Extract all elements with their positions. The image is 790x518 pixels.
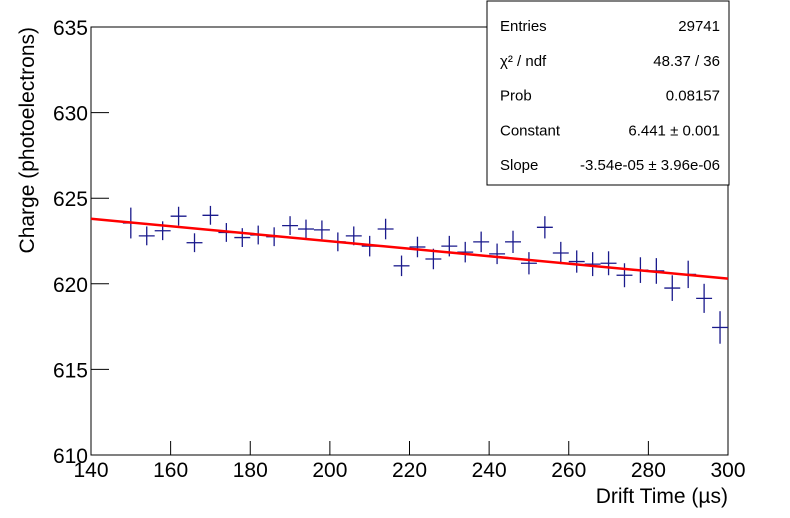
data-point bbox=[377, 218, 394, 240]
data-point bbox=[584, 252, 601, 277]
x-tick-label: 200 bbox=[312, 459, 347, 482]
data-point bbox=[536, 216, 553, 239]
data-point bbox=[393, 255, 410, 277]
data-point bbox=[457, 241, 474, 263]
x-tick-label: 240 bbox=[472, 459, 507, 482]
x-tick-label: 280 bbox=[631, 459, 666, 482]
stat-value: 6.441 ± 0.001 bbox=[628, 122, 720, 139]
stat-label: χ² / ndf bbox=[500, 53, 547, 70]
data-point bbox=[664, 275, 681, 301]
data-point bbox=[616, 263, 633, 288]
data-point bbox=[568, 250, 585, 273]
fit-line bbox=[90, 217, 729, 280]
data-point bbox=[282, 216, 299, 236]
y-tick-label: 635 bbox=[53, 17, 88, 40]
x-tick-label: 220 bbox=[392, 459, 427, 482]
stats-box bbox=[486, 0, 730, 186]
data-point bbox=[202, 205, 219, 225]
data-point bbox=[473, 231, 490, 253]
stat-value: -3.54e-05 ± 3.96e-06 bbox=[580, 157, 720, 174]
data-point bbox=[489, 243, 506, 265]
y-tick-label: 620 bbox=[53, 274, 88, 297]
x-tick-label: 260 bbox=[551, 459, 586, 482]
data-point bbox=[170, 206, 187, 226]
y-tick-label: 615 bbox=[53, 359, 88, 382]
x-tick-label: 300 bbox=[710, 459, 745, 482]
data-point bbox=[552, 241, 569, 265]
x-tick-label: 140 bbox=[73, 459, 108, 482]
x-axis-title: Drift Time (µs) bbox=[596, 485, 728, 508]
stat-value: 29741 bbox=[678, 18, 720, 35]
data-point bbox=[313, 220, 330, 240]
stat-value: 48.37 / 36 bbox=[653, 53, 720, 70]
stat-label: Constant bbox=[500, 122, 561, 139]
stat-label: Entries bbox=[500, 18, 547, 35]
data-point bbox=[696, 283, 713, 313]
data-point bbox=[505, 230, 521, 253]
data-point bbox=[234, 228, 251, 247]
data-point bbox=[600, 251, 617, 276]
data-point bbox=[138, 226, 155, 246]
x-tick-label: 180 bbox=[233, 459, 268, 482]
y-tick-label: 625 bbox=[53, 188, 88, 211]
data-point bbox=[712, 311, 728, 344]
data-point bbox=[345, 226, 362, 246]
y-tick-label: 630 bbox=[53, 103, 88, 126]
data-point bbox=[186, 233, 203, 253]
data-point bbox=[298, 219, 314, 239]
data-point bbox=[409, 236, 426, 258]
x-tick-label: 160 bbox=[153, 459, 188, 482]
y-tick-label: 610 bbox=[53, 445, 88, 468]
data-point bbox=[520, 252, 537, 275]
y-axis-title: Charge (photoelectrons) bbox=[16, 27, 39, 253]
stat-label: Prob bbox=[500, 88, 532, 105]
stat-value: 0.08157 bbox=[666, 88, 720, 105]
stat-label: Slope bbox=[500, 157, 538, 174]
